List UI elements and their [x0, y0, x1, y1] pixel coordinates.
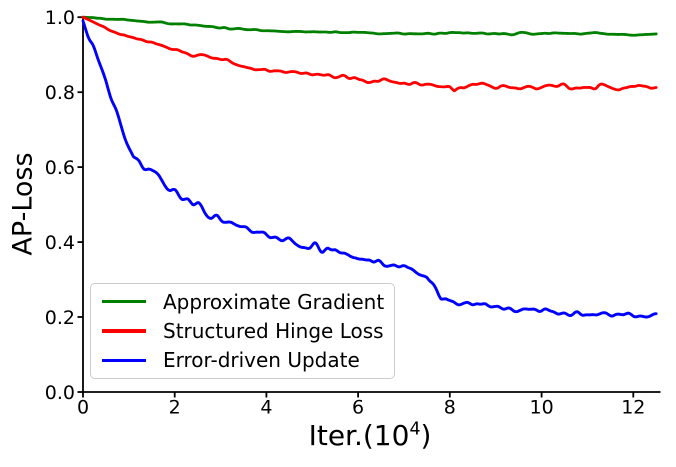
legend: Approximate Gradient Structured Hinge Lo… [90, 283, 395, 379]
y-tick-label: 0.2 [45, 307, 75, 329]
x-tick-label: 2 [169, 397, 181, 419]
x-axis-label: Iter.(104) [83, 419, 657, 452]
y-tick-label: 0.6 [45, 157, 75, 179]
legend-line-error-driven-update [102, 358, 146, 363]
legend-label-structured-hinge-loss: Structured Hinge Loss [163, 318, 384, 343]
legend-item-error-driven-update: Error-driven Update [91, 346, 394, 375]
series-line-error-driven-update [81, 19, 658, 319]
y-axis-label: AP-Loss [7, 152, 39, 256]
x-tick-label: 0 [77, 397, 89, 419]
x-axis-label-superscript: 4 [409, 419, 421, 440]
x-tick-label: 10 [530, 397, 554, 419]
y-tick-label: 0.0 [45, 382, 75, 404]
y-tick-label: 0.4 [45, 232, 75, 254]
x-axis-label-close: ) [420, 419, 432, 452]
x-tick-label: 8 [444, 397, 456, 419]
y-tick-label: 1.0 [45, 7, 75, 29]
legend-item-approximate-gradient: Approximate Gradient [91, 287, 394, 316]
x-tick-label: 4 [260, 397, 272, 419]
legend-item-structured-hinge-loss: Structured Hinge Loss [91, 316, 394, 345]
x-axis-label-text: Iter.(10 [308, 419, 410, 452]
x-tick-label: 6 [352, 397, 364, 419]
x-tick-label: 12 [621, 397, 645, 419]
legend-line-structured-hinge-loss [102, 329, 146, 333]
legend-label-approximate-gradient: Approximate Gradient [163, 289, 385, 314]
legend-line-approximate-gradient [102, 299, 146, 304]
legend-label-error-driven-update: Error-driven Update [163, 348, 360, 373]
y-tick-label: 0.8 [45, 82, 75, 104]
series-line-structured-hinge-loss [81, 15, 658, 93]
series-line-approximate-gradient [81, 15, 658, 37]
